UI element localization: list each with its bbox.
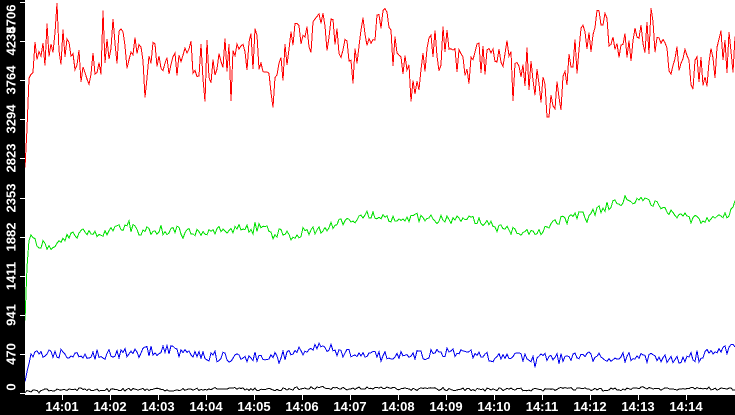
y-tick — [20, 41, 25, 42]
x-tick-label: 14:07 — [333, 399, 367, 414]
x-tick — [446, 395, 447, 400]
x-tick — [254, 395, 255, 400]
x-tick-label: 14:09 — [429, 399, 463, 414]
x-tick-label: 14:14 — [669, 399, 703, 414]
x-tick — [62, 395, 63, 400]
y-tick-label: 4706 — [3, 4, 19, 34]
y-tick — [20, 198, 25, 199]
x-tick-label: 14:08 — [381, 399, 415, 414]
x-tick — [398, 395, 399, 400]
x-tick — [110, 395, 111, 400]
y-tick — [20, 393, 25, 394]
x-tick-label: 14:11 — [525, 399, 559, 414]
y-tick — [20, 237, 25, 238]
series-red-line — [25, 3, 735, 168]
x-tick-label: 14:13 — [621, 399, 655, 414]
x-tick — [158, 395, 159, 400]
x-tick-label: 14:02 — [93, 399, 127, 414]
x-tick — [206, 395, 207, 400]
y-tick-label: 1882 — [3, 222, 19, 252]
series-blue-line — [25, 342, 735, 382]
series-green-line — [25, 194, 735, 321]
x-tick — [494, 395, 495, 400]
y-tick-label: 3764 — [3, 65, 19, 95]
y-tick-label: 1411 — [3, 261, 19, 291]
x-tick — [302, 395, 303, 400]
y-tick-label: 941 — [3, 304, 19, 326]
x-tick — [590, 395, 591, 400]
y-tick-label: 3294 — [3, 104, 19, 134]
x-tick — [638, 395, 639, 400]
y-tick-label: 2353 — [3, 183, 19, 213]
y-tick — [20, 158, 25, 159]
x-axis — [0, 395, 735, 415]
x-tick-label: 14:04 — [189, 399, 223, 414]
y-tick — [20, 2, 25, 3]
y-tick — [20, 315, 25, 316]
x-tick — [686, 395, 687, 400]
x-tick-label: 14:06 — [285, 399, 319, 414]
series-black-line — [25, 385, 735, 394]
x-tick-label: 14:05 — [237, 399, 271, 414]
y-tick — [20, 276, 25, 277]
x-tick-label: 14:12 — [573, 399, 607, 414]
y-axis — [0, 0, 25, 395]
x-tick — [542, 395, 543, 400]
y-tick — [20, 80, 25, 81]
y-tick-label: 0 — [3, 383, 19, 391]
x-tick-label: 14:10 — [477, 399, 511, 414]
x-tick-label: 14:03 — [141, 399, 175, 414]
y-tick — [20, 354, 25, 355]
plot-area — [25, 3, 735, 394]
y-tick-label: 2823 — [3, 143, 19, 173]
x-tick — [350, 395, 351, 400]
y-tick — [20, 119, 25, 120]
y-tick-label: 470 — [3, 343, 19, 365]
x-tick-label: 14:01 — [45, 399, 79, 414]
